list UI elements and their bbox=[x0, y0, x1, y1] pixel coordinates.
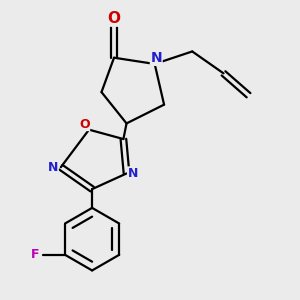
Text: N: N bbox=[150, 51, 162, 65]
Text: N: N bbox=[48, 161, 58, 174]
Text: N: N bbox=[128, 167, 138, 180]
Text: O: O bbox=[79, 118, 90, 130]
Text: F: F bbox=[31, 248, 40, 261]
Text: O: O bbox=[107, 11, 121, 26]
